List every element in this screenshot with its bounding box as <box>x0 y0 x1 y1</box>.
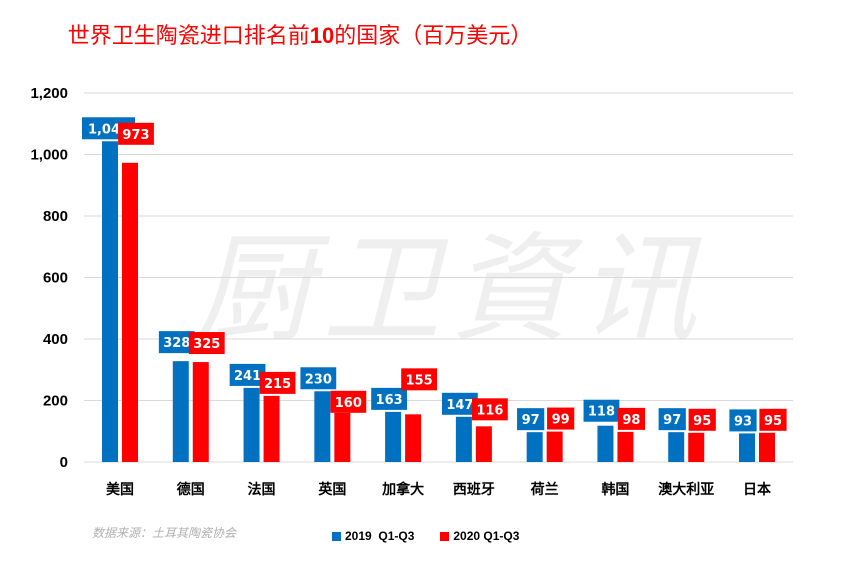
bar-2020 <box>546 431 563 462</box>
legend-swatch-2019 <box>332 531 341 541</box>
data-label-box <box>729 409 757 432</box>
data-label-box <box>517 408 545 431</box>
x-tick-label: 韩国 <box>601 481 629 498</box>
bar-2019 <box>668 432 685 462</box>
data-label-box <box>371 387 408 410</box>
data-label-box <box>330 390 367 413</box>
legend-swatch-2020 <box>440 531 450 541</box>
data-label-box <box>658 408 686 431</box>
x-tick-label: 德国 <box>177 481 205 498</box>
chart-title: 世界卫生陶瓷进口排名前10的国家（百万美元） <box>0 18 600 50</box>
data-label-box <box>583 399 620 422</box>
data-label: 973 <box>122 128 149 143</box>
chart-title-number: 10 <box>309 23 335 48</box>
data-label-box <box>617 407 646 430</box>
y-tick-label: 1,000 <box>30 147 68 164</box>
bar-2019 <box>314 391 331 462</box>
data-label: 118 <box>588 405 615 420</box>
data-label: 147 <box>446 398 473 413</box>
watermark-char: 卫 <box>323 220 449 358</box>
data-label: 325 <box>193 337 220 352</box>
data-label-box <box>688 408 716 431</box>
data-label-box <box>759 408 787 431</box>
data-label-box <box>229 363 266 386</box>
data-label: 99 <box>552 413 570 428</box>
chart-title-before: 世界卫生陶瓷进口排名前 <box>67 24 310 49</box>
gridlines <box>84 92 793 463</box>
y-tick-label: 400 <box>43 331 68 348</box>
data-label-box <box>547 407 575 430</box>
y-axis-ticks: 0 200 400 600 800 1,000 1,200 <box>30 85 68 471</box>
data-label-box <box>300 367 337 390</box>
x-tick-label: 荷兰 <box>530 481 559 498</box>
bar-2019 <box>172 361 189 462</box>
data-label: 97 <box>663 413 681 428</box>
chart-title-after: 的国家（百万美元） <box>334 24 533 49</box>
bar-2020 <box>122 162 138 463</box>
bar-2020 <box>192 362 209 462</box>
bar-2019 <box>455 416 472 462</box>
data-label-box <box>188 332 225 355</box>
data-label: 155 <box>406 373 433 388</box>
watermark-char: 讯 <box>579 220 702 358</box>
y-tick-label: 800 <box>43 208 68 225</box>
y-tick-label: 200 <box>43 393 68 410</box>
y-tick-label: 1,200 <box>30 85 68 102</box>
data-label-box <box>401 368 438 391</box>
data-label: 215 <box>264 377 291 392</box>
bars <box>102 141 775 463</box>
x-tick-label: 日本 <box>743 481 772 498</box>
data-label-box <box>471 398 508 421</box>
bar-2020 <box>688 432 705 462</box>
x-tick-label: 西班牙 <box>453 481 495 498</box>
x-tick-label: 英国 <box>317 481 346 498</box>
data-label: 241 <box>234 369 261 384</box>
data-label-box <box>158 331 195 354</box>
bar-2020 <box>405 414 422 462</box>
data-label: 95 <box>693 414 711 429</box>
bar-2019 <box>597 425 614 462</box>
data-label: 328 <box>163 336 190 351</box>
data-label: 95 <box>764 414 782 429</box>
data-label: 97 <box>522 413 540 428</box>
x-tick-label: 澳大利亚 <box>658 481 714 498</box>
data-label: 93 <box>734 414 752 429</box>
data-label-box <box>259 371 296 394</box>
y-tick-label: 600 <box>43 270 68 287</box>
bar-2019 <box>243 387 260 462</box>
legend: 2019 Q1-Q3 2020 Q1-Q3 <box>332 529 519 543</box>
data-label: 98 <box>622 413 640 428</box>
bar-2020 <box>475 426 492 462</box>
bar-2020 <box>617 431 634 462</box>
legend-label-2019: 2019 Q1-Q3 <box>345 529 415 543</box>
x-tick-label: 加拿大 <box>381 481 424 498</box>
bar-2019 <box>739 433 755 462</box>
bar-2019 <box>102 141 118 462</box>
data-label: 163 <box>376 393 403 408</box>
watermark: 厨卫資讯 <box>195 220 702 358</box>
x-tick-label: 美国 <box>106 481 134 498</box>
data-label-box <box>441 392 478 415</box>
data-label: 116 <box>476 403 503 418</box>
bar-2020 <box>334 412 351 462</box>
watermark-char: 資 <box>451 220 584 358</box>
bar-2019 <box>526 432 543 462</box>
x-axis-ticks: 美国 德国 法国 英国 加拿大 西班牙 荷兰 韩国 澳大利亚 日本 <box>106 481 772 498</box>
y-tick-label: 0 <box>60 454 68 471</box>
data-label: 230 <box>305 372 332 387</box>
data-label-box <box>118 122 154 145</box>
legend-item-2019: 2019 Q1-Q3 <box>332 529 414 543</box>
bar-2019 <box>385 411 402 462</box>
bar-2020 <box>263 395 280 462</box>
bar-2020 <box>759 432 775 462</box>
x-tick-label: 法国 <box>248 481 276 498</box>
legend-label-2020: 2020 Q1-Q3 <box>453 529 520 543</box>
data-label: 160 <box>335 396 362 411</box>
source-note: 数据来源：土耳其陶瓷协会 <box>92 526 237 540</box>
legend-item-2020: 2020 Q1-Q3 <box>440 529 519 543</box>
